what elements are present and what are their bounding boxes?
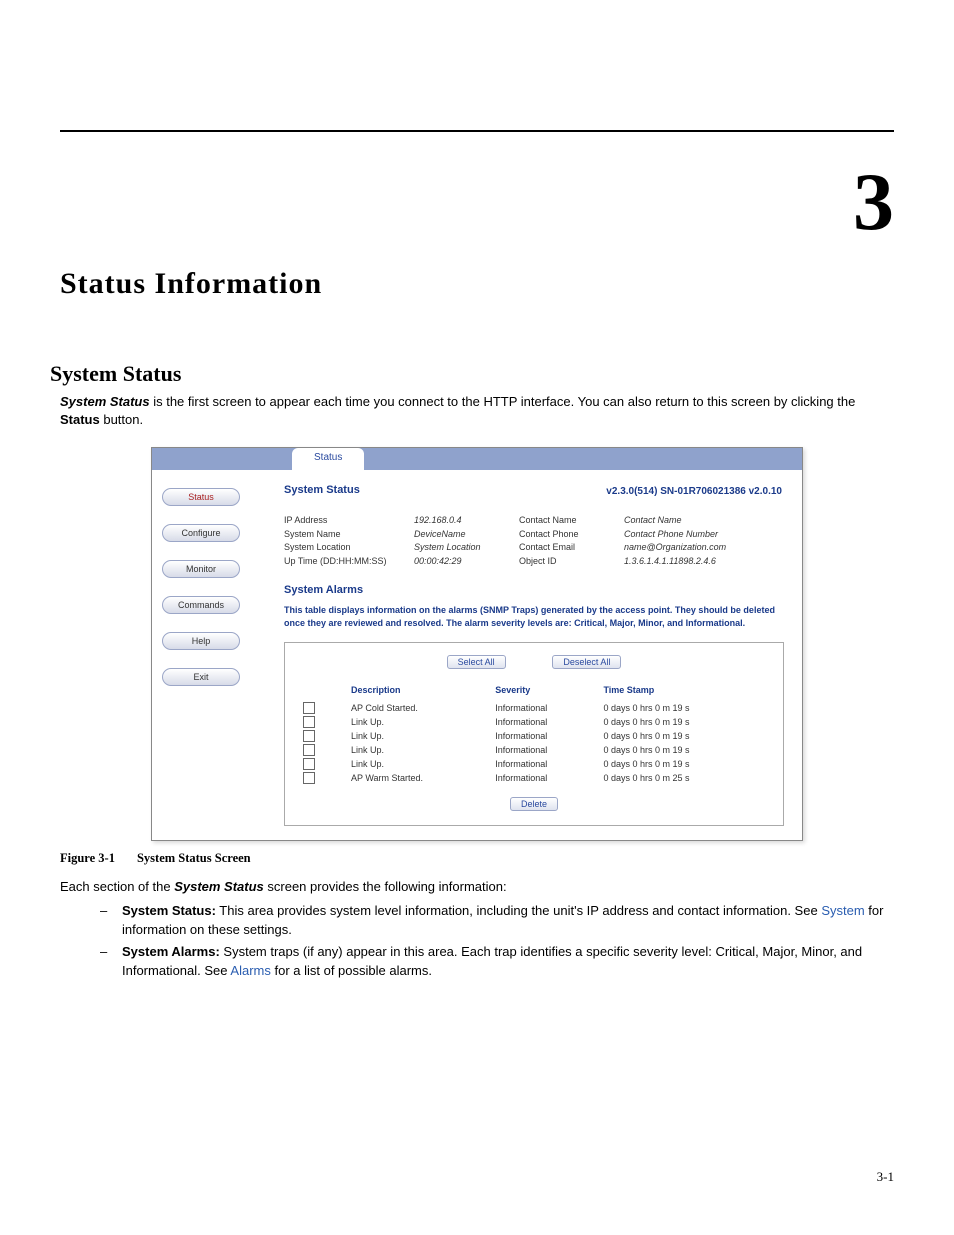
delete-button[interactable]: Delete (510, 797, 558, 811)
label-contact-name: Contact Name (519, 514, 624, 528)
cell-desc: Link Up. (347, 743, 491, 757)
cell-desc: AP Cold Started. (347, 701, 491, 715)
chapter-number: 3 (853, 155, 894, 249)
table-row: AP Warm Started.Informational0 days 0 hr… (299, 771, 769, 785)
val-uptime: 00:00:42:29 (414, 555, 519, 569)
row-checkbox[interactable] (303, 730, 315, 742)
figure-number: Figure 3-1 (60, 851, 115, 865)
cell-sev: Informational (491, 771, 599, 785)
row-checkbox[interactable] (303, 716, 315, 728)
row-checkbox[interactable] (303, 702, 315, 714)
cell-ts: 0 days 0 hrs 0 m 19 s (599, 743, 769, 757)
system-alarms-heading: System Alarms (284, 584, 784, 596)
cell-ts: 0 days 0 hrs 0 m 19 s (599, 729, 769, 743)
cell-desc: Link Up. (347, 729, 491, 743)
cell-desc: Link Up. (347, 715, 491, 729)
intro-bold2: Status (60, 412, 100, 427)
cell-ts: 0 days 0 hrs 0 m 19 s (599, 701, 769, 715)
label-ip: IP Address (284, 514, 414, 528)
bullet-bold: System Alarms: (122, 944, 220, 959)
table-row: Link Up.Informational0 days 0 hrs 0 m 19… (299, 743, 769, 757)
sidebar: Status Configure Monitor Commands Help E… (152, 470, 266, 839)
intro-bold1: System Status (60, 394, 150, 409)
screenshot-panel: Status Status Configure Monitor Commands… (151, 447, 803, 840)
label-sysname: System Name (284, 528, 414, 542)
nav-monitor[interactable]: Monitor (162, 560, 240, 578)
ac-bold: System Status (174, 879, 264, 894)
select-all-button[interactable]: Select All (447, 655, 506, 669)
cell-desc: Link Up. (347, 757, 491, 771)
cell-ts: 0 days 0 hrs 0 m 25 s (599, 771, 769, 785)
ac-text2: screen provides the following informatio… (264, 879, 507, 894)
cell-sev: Informational (491, 743, 599, 757)
bullet-text2: for a list of possible alarms. (271, 963, 432, 978)
table-row: AP Cold Started.Informational0 days 0 hr… (299, 701, 769, 715)
val-contact-phone: Contact Phone Number (624, 528, 784, 542)
after-caption-paragraph: Each section of the System Status screen… (60, 878, 894, 896)
nav-help[interactable]: Help (162, 632, 240, 650)
label-uptime: Up Time (DD:HH:MM:SS) (284, 555, 414, 569)
cell-ts: 0 days 0 hrs 0 m 19 s (599, 757, 769, 771)
nav-configure[interactable]: Configure (162, 524, 240, 542)
intro-paragraph: System Status is the first screen to app… (60, 393, 894, 429)
chapter-title: Status Information (60, 267, 894, 301)
table-row: Link Up.Informational0 days 0 hrs 0 m 19… (299, 729, 769, 743)
tab-status[interactable]: Status (292, 448, 364, 470)
page-number: 3-1 (877, 1169, 894, 1185)
cell-sev: Informational (491, 715, 599, 729)
col-severity: Severity (491, 683, 599, 701)
bullet-text1: This area provides system level informat… (216, 903, 821, 918)
nav-commands[interactable]: Commands (162, 596, 240, 614)
cell-sev: Informational (491, 701, 599, 715)
version-text: v2.3.0(514) SN-01R706021386 v2.0.10 (606, 486, 782, 497)
nav-exit[interactable]: Exit (162, 668, 240, 686)
figure-caption: Figure 3-1 System Status Screen (60, 851, 894, 866)
alarms-table: Description Severity Time Stamp AP Cold … (299, 683, 769, 785)
table-row: Link Up.Informational0 days 0 hrs 0 m 19… (299, 715, 769, 729)
row-checkbox[interactable] (303, 772, 315, 784)
col-timestamp: Time Stamp (599, 683, 769, 701)
label-contact-phone: Contact Phone (519, 528, 624, 542)
cell-sev: Informational (491, 757, 599, 771)
val-contact-name: Contact Name (624, 514, 784, 528)
cell-ts: 0 days 0 hrs 0 m 19 s (599, 715, 769, 729)
table-row: Link Up.Informational0 days 0 hrs 0 m 19… (299, 757, 769, 771)
list-item: System Alarms: System traps (if any) app… (100, 943, 894, 981)
screenshot-header-bar: Status (152, 448, 802, 470)
val-contact-email: name@Organization.com (624, 541, 784, 555)
cell-desc: AP Warm Started. (347, 771, 491, 785)
list-item: System Status: This area provides system… (100, 902, 894, 940)
label-sysloc: System Location (284, 541, 414, 555)
label-object-id: Object ID (519, 555, 624, 569)
nav-status[interactable]: Status (162, 488, 240, 506)
label-contact-email: Contact Email (519, 541, 624, 555)
intro-text1: is the first screen to appear each time … (150, 394, 856, 409)
val-object-id: 1.3.6.1.4.1.11898.2.4.6 (624, 555, 784, 569)
link-system[interactable]: System (821, 903, 864, 918)
val-sysname: DeviceName (414, 528, 519, 542)
row-checkbox[interactable] (303, 758, 315, 770)
val-ip: 192.168.0.4 (414, 514, 519, 528)
alarms-panel: Select All Deselect All Description Seve… (284, 642, 784, 826)
figure-caption-text: System Status Screen (137, 851, 251, 865)
info-grid: IP Address System Name System Location U… (284, 514, 784, 568)
row-checkbox[interactable] (303, 744, 315, 756)
deselect-all-button[interactable]: Deselect All (552, 655, 621, 669)
section-title: System Status (50, 361, 894, 387)
bullet-bold: System Status: (122, 903, 216, 918)
intro-text2: button. (100, 412, 143, 427)
ac-text1: Each section of the (60, 879, 174, 894)
col-description: Description (347, 683, 491, 701)
link-alarms[interactable]: Alarms (230, 963, 270, 978)
alarms-description: This table displays information on the a… (284, 604, 784, 629)
bullet-list: System Status: This area provides system… (100, 902, 894, 981)
val-sysloc: System Location (414, 541, 519, 555)
cell-sev: Informational (491, 729, 599, 743)
